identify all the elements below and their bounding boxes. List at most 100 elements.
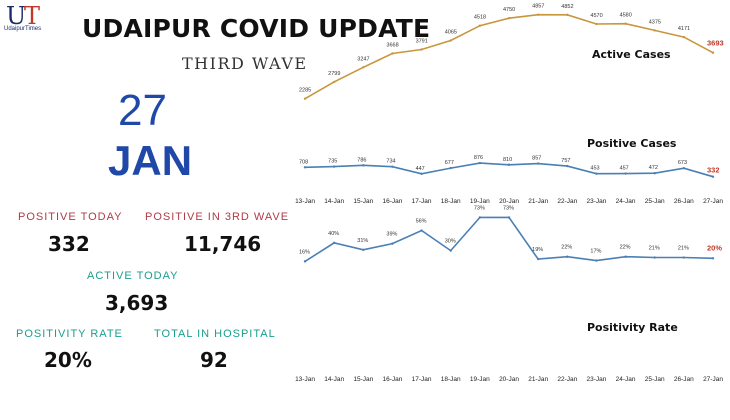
positivity-rate-point	[711, 257, 715, 260]
active-today-value: 3,693	[105, 291, 169, 315]
positive-cases-data-label: 734	[386, 159, 395, 165]
active-cases-data-label: 4580	[620, 13, 632, 19]
positive-cases-title: Positive Cases	[587, 137, 677, 150]
positivity-rate-point	[624, 255, 627, 258]
logo-text: UdaipurTimes	[4, 26, 42, 32]
positivity-rate-point	[478, 216, 482, 219]
active-cases-point	[332, 80, 336, 84]
active-cases-data-label: 3693	[707, 39, 724, 48]
positive-cases-x-tick: 26-Jan	[674, 198, 694, 205]
positivity-rate-chart: Positivity Rate 16% 40% 31% 39% 56% 30% 73% 73% 1…	[295, 205, 723, 383]
positivity-rate-point	[332, 241, 336, 245]
active-cases-data-label: 4857	[532, 4, 544, 10]
positive-cases-point	[507, 163, 511, 166]
active-cases-data-label: 4065	[445, 30, 457, 36]
positivity-rate-x-tick: 27-Jan	[703, 376, 723, 383]
positive-cases-data-label: 677	[445, 160, 454, 166]
positivity-rate-x-tick: 24-Jan	[616, 376, 636, 383]
positivity-rate-x-tick: 14-Jan	[324, 376, 344, 383]
svg-text:T: T	[24, 2, 40, 30]
active-cases-data-label: 4750	[503, 7, 515, 13]
positivity-rate-data-label: 31%	[357, 238, 368, 244]
positive-cases-x-tick: 23-Jan	[586, 198, 606, 205]
positivity-rate-point	[449, 249, 452, 252]
in-hospital-label: TOTAL IN HOSPITAL	[154, 328, 276, 340]
date-month: JAN	[108, 137, 193, 184]
positive-cases-data-label: 876	[474, 155, 483, 161]
positivity-rate-data-label: 40%	[328, 231, 339, 237]
positivity-rate-point	[682, 256, 686, 259]
active-cases-data-label: 4375	[649, 19, 661, 25]
positive-cases-data-label: 735	[328, 159, 337, 165]
positive-cases-point	[624, 172, 627, 175]
positive-today-label: POSITIVE TODAY	[18, 211, 123, 223]
positivity-rate-x-tick: 13-Jan	[295, 376, 315, 383]
positive-cases-x-tick: 21-Jan	[528, 198, 548, 205]
positive-cases-x-tick: 16-Jan	[382, 198, 402, 205]
positive-cases-data-label: 857	[532, 156, 541, 162]
positivity-rate-data-label: 73%	[474, 205, 485, 211]
in-hospital-value: 92	[200, 348, 228, 372]
positive-cases-x-tick: 17-Jan	[412, 198, 432, 205]
active-cases-point	[566, 13, 569, 17]
positive-cases-x-tick: 25-Jan	[645, 198, 665, 205]
positive-cases-data-label: 708	[299, 159, 308, 165]
positive-cases-point	[362, 164, 365, 167]
positivity-rate-data-label: 39%	[386, 232, 397, 238]
active-cases-point	[303, 97, 307, 100]
positivity-rate-x-tick: 21-Jan	[528, 376, 548, 383]
positive-cases-data-label: 447	[416, 166, 425, 172]
positive-cases-x-tick: 15-Jan	[353, 198, 373, 205]
positivity-rate-data-label: 73%	[503, 205, 514, 211]
positivity-rate-x-tick: 26-Jan	[674, 376, 694, 383]
positive-cases-x-tick: 24-Jan	[616, 198, 636, 205]
active-cases-point	[624, 22, 627, 25]
positive-cases-x-tick: 13-Jan	[295, 198, 315, 205]
positive-cases-data-label: 786	[357, 157, 366, 163]
positive-cases-point	[653, 172, 656, 175]
positivity-rate-data-label: 16%	[299, 249, 310, 255]
positive-cases-data-label: 472	[649, 165, 658, 171]
positivity-rate-point	[536, 257, 540, 261]
positivity-rate-data-label: 22%	[620, 245, 631, 251]
active-cases-point	[391, 52, 394, 55]
positivity-rate-point	[362, 248, 365, 251]
date-day: 27	[118, 86, 167, 135]
positivity-rate-label: POSITIVITY RATE	[16, 328, 123, 340]
positivity-rate-point	[595, 259, 598, 262]
active-cases-data-label: 3668	[386, 43, 398, 49]
active-cases-data-label: 2799	[328, 71, 340, 77]
positive-today-value: 332	[48, 232, 90, 256]
positivity-rate-point	[566, 255, 569, 258]
positive-cases-data-label: 457	[620, 166, 629, 172]
positive-cases-data-label: 332	[707, 166, 720, 175]
page-title: UDAIPUR COVID UPDATE	[82, 14, 431, 43]
positive-cases-x-tick: 18-Jan	[441, 198, 461, 205]
active-cases-data-label: 4171	[678, 26, 690, 32]
positive-cases-chart: Positive Cases 708 735 786 734 447 677 876 810 85…	[295, 137, 723, 205]
positivity-rate-value: 20%	[44, 348, 92, 372]
positive-cases-x-tick: 27-Jan	[703, 198, 723, 205]
positive-cases-point	[420, 172, 423, 176]
page-subtitle: THIRD WAVE	[182, 54, 308, 73]
positivity-rate-x-tick: 19-Jan	[470, 376, 490, 383]
positivity-rate-x-tick: 18-Jan	[441, 376, 461, 383]
positive-cases-data-label: 810	[503, 157, 512, 163]
positivity-rate-point	[420, 229, 423, 232]
positive-cases-point	[332, 165, 336, 168]
positive-cases-data-label: 453	[590, 166, 599, 172]
positivity-rate-x-tick: 20-Jan	[499, 376, 519, 383]
active-cases-point	[478, 24, 482, 27]
positive-cases-point	[478, 161, 482, 165]
positive-cases-point	[303, 166, 307, 169]
active-cases-point	[362, 66, 365, 69]
positive-3rd-wave-label: POSITIVE IN 3RD WAVE	[145, 211, 290, 223]
positivity-rate-x-tick: 25-Jan	[645, 376, 665, 383]
active-cases-point	[653, 29, 656, 32]
positivity-rate-data-label: 17%	[590, 249, 601, 255]
positivity-rate-title: Positivity Rate	[587, 321, 678, 334]
active-cases-data-label: 4852	[561, 4, 573, 10]
positivity-rate-data-label: 21%	[678, 246, 689, 252]
positivity-rate-x-tick: 22-Jan	[557, 376, 577, 383]
positive-cases-x-tick: 22-Jan	[557, 198, 577, 205]
